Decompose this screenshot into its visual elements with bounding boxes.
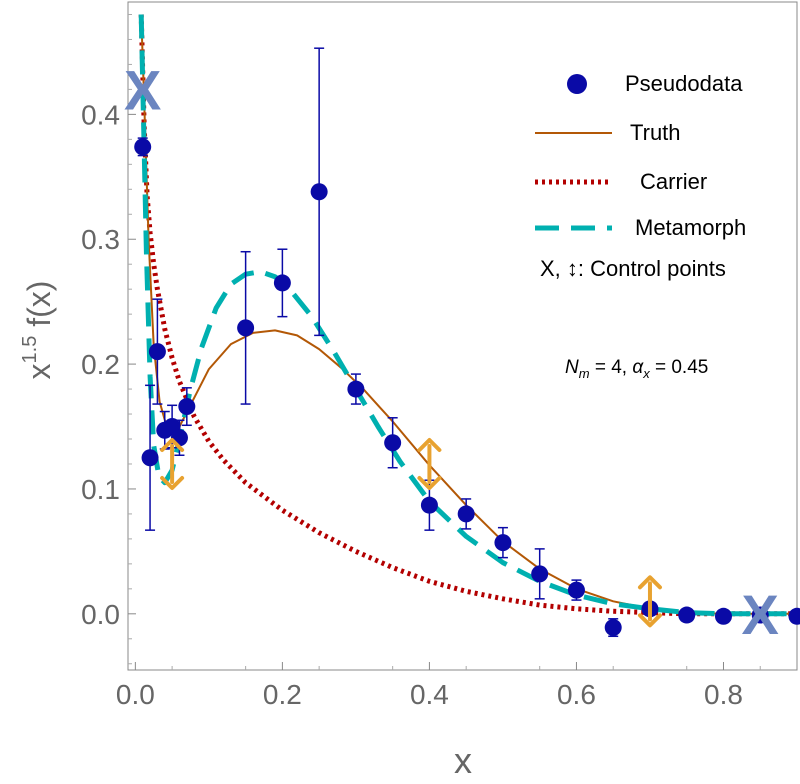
data-point bbox=[273, 274, 291, 292]
parameter-annotation: Nm = 4, αx = 0.45 bbox=[565, 357, 708, 381]
control-point-arrow-icon bbox=[160, 437, 185, 490]
data-point bbox=[141, 449, 159, 467]
data-point bbox=[178, 398, 196, 416]
data-point bbox=[148, 343, 166, 361]
y-tick-label: 0.1 bbox=[81, 474, 120, 505]
axis-ticks: 0.0 0.2 0.4 0.6 0.8 0.0 0.1 0.2 0.3 0.4 bbox=[81, 13, 761, 710]
nm-value: = 4, bbox=[590, 357, 633, 378]
y-tick-label: 0.3 bbox=[81, 224, 120, 255]
x-tick-label: 0.6 bbox=[557, 679, 596, 710]
y-axis-title-rest: f(x) bbox=[21, 281, 57, 336]
x-tick-label: 0.4 bbox=[410, 679, 449, 710]
control-points: XX bbox=[124, 58, 779, 645]
data-point bbox=[310, 183, 328, 201]
alpha-symbol: α bbox=[632, 357, 644, 378]
y-axis-title-base: x bbox=[21, 363, 57, 379]
series-carrier-line bbox=[138, 14, 797, 617]
y-axis-title: x1.5 f(x) bbox=[19, 281, 57, 380]
alpha-value: = 0.45 bbox=[650, 357, 709, 378]
data-point bbox=[134, 138, 152, 156]
legend-control-points-label: X, ↕: Control points bbox=[540, 256, 726, 281]
arrow-head-up bbox=[160, 437, 185, 452]
legend: Pseudodata Truth Carrier Metamorph X, ↕: Con… bbox=[535, 71, 746, 281]
control-point-x-marker: X bbox=[124, 58, 161, 121]
series-metamorph-line bbox=[138, 14, 797, 617]
x-tick-label: 0.8 bbox=[704, 679, 743, 710]
x-axis-title: x bbox=[454, 740, 472, 781]
data-point bbox=[237, 319, 255, 337]
x-tick-label: 0.2 bbox=[263, 679, 302, 710]
data-point bbox=[531, 565, 549, 583]
y-axis-title-exponent: 1.5 bbox=[19, 336, 41, 364]
plot-frame bbox=[127, 1, 798, 671]
control-point-x-marker: X bbox=[742, 583, 779, 646]
nm-subscript: m bbox=[579, 366, 590, 381]
x-tick-label: 0.0 bbox=[116, 679, 155, 710]
legend-label-carrier: Carrier bbox=[640, 169, 707, 194]
data-point bbox=[788, 607, 800, 625]
arrow-head-up bbox=[637, 575, 662, 590]
alpha-subscript: x bbox=[642, 366, 650, 381]
data-point bbox=[714, 607, 732, 625]
y-tick-label: 0.0 bbox=[81, 599, 120, 630]
legend-label-pseudodata: Pseudodata bbox=[625, 71, 743, 96]
arrow-head-down bbox=[160, 475, 185, 490]
data-point bbox=[420, 496, 438, 514]
y-tick-label: 0.2 bbox=[81, 349, 120, 380]
y-tick-label: 0.4 bbox=[81, 99, 120, 130]
data-point bbox=[678, 606, 696, 624]
arrow-head-up bbox=[417, 437, 442, 452]
legend-label-metamorph: Metamorph bbox=[635, 215, 746, 240]
control-point-arrow-icon bbox=[417, 437, 442, 490]
legend-pseudodata-marker bbox=[567, 74, 587, 94]
arrow-head-down bbox=[417, 475, 442, 490]
data-point bbox=[347, 380, 365, 398]
control-point-arrow-icon bbox=[637, 575, 662, 628]
data-point bbox=[384, 434, 402, 452]
data-point bbox=[457, 505, 475, 523]
data-point bbox=[567, 581, 585, 599]
nm-symbol: N bbox=[565, 357, 579, 378]
data-point bbox=[751, 606, 769, 624]
arrow-head-down bbox=[637, 613, 662, 628]
legend-label-truth: Truth bbox=[630, 120, 681, 145]
curves bbox=[138, 14, 797, 617]
data-point bbox=[604, 619, 622, 637]
pseudodata-points bbox=[134, 47, 800, 638]
data-point bbox=[494, 534, 512, 552]
